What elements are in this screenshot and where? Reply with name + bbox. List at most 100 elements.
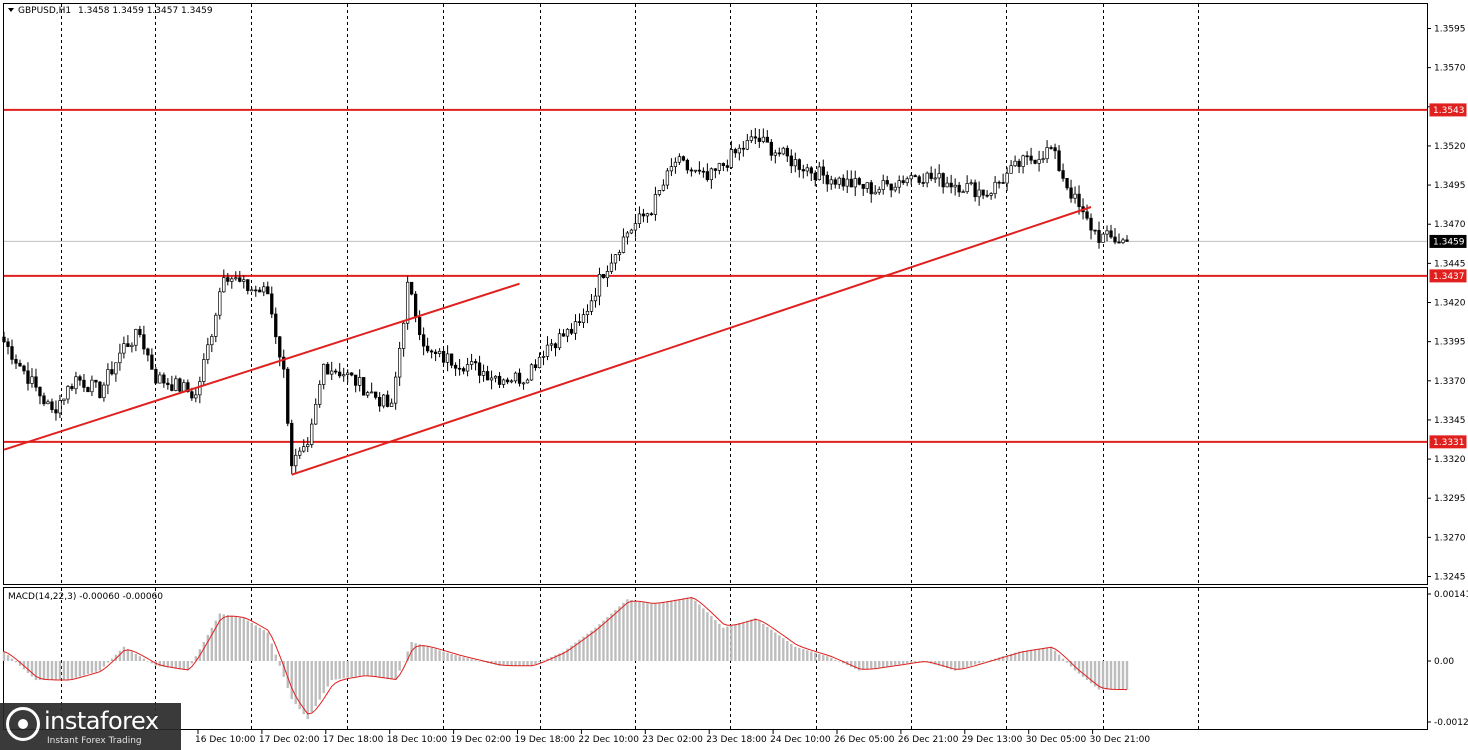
candle	[513, 371, 518, 384]
macd-bar	[10, 658, 14, 661]
candle	[1125, 235, 1129, 242]
candle	[1001, 173, 1005, 184]
macd-bar	[638, 601, 641, 661]
candle	[457, 359, 462, 376]
candle	[130, 342, 134, 353]
candle	[981, 189, 985, 200]
macd-bar	[30, 661, 34, 677]
macd-bar	[390, 661, 393, 680]
bear-candle-body	[689, 169, 694, 172]
bull-candle-body	[445, 353, 450, 363]
bull-candle-body	[605, 271, 610, 279]
macd-bar	[794, 646, 797, 661]
candle	[66, 384, 70, 404]
candle	[106, 363, 110, 395]
bear-candle-body	[861, 183, 865, 189]
bear-candle-body	[70, 386, 74, 390]
candle	[769, 139, 773, 161]
candle	[1005, 167, 1009, 191]
bull-candle-body	[977, 189, 981, 198]
candle	[282, 349, 286, 378]
candle	[166, 378, 170, 390]
candle	[873, 185, 877, 195]
candle	[326, 362, 330, 375]
bear-candle-body	[6, 341, 10, 347]
candle	[1021, 154, 1025, 174]
candle	[1073, 186, 1077, 204]
bull-candle-body	[206, 344, 210, 360]
candle	[78, 374, 82, 386]
macd-bar	[1069, 661, 1073, 667]
bear-candle-body	[2, 336, 6, 343]
bear-candle-body	[78, 376, 82, 381]
candle	[541, 350, 546, 366]
bull-candle-body	[509, 380, 514, 383]
macd-bar	[394, 661, 397, 681]
bull-candle-body	[489, 377, 494, 381]
macd-bar	[206, 634, 210, 661]
time-tick-label: 24 Dec 10:00	[770, 735, 831, 745]
bear-candle-body	[649, 213, 654, 216]
macd-bar	[450, 653, 453, 661]
candle	[493, 375, 498, 383]
candle	[529, 363, 534, 381]
symbol-dropdown-icon[interactable]	[8, 8, 14, 12]
macd-bar	[666, 601, 669, 661]
bull-candle-body	[793, 159, 797, 167]
candle	[1089, 213, 1093, 240]
macd-bar	[1009, 653, 1013, 661]
bull-candle-body	[222, 277, 226, 293]
candle	[925, 171, 929, 188]
bear-candle-body	[949, 182, 953, 188]
bull-candle-body	[961, 191, 965, 194]
candle	[170, 375, 174, 392]
macd-bar	[1037, 648, 1041, 661]
candle	[1009, 160, 1013, 174]
bear-candle-body	[86, 387, 90, 393]
candle	[473, 358, 478, 371]
candle	[921, 173, 925, 188]
macd-bar	[234, 616, 237, 661]
macd-bar	[949, 661, 953, 670]
macd-bar	[538, 661, 541, 663]
candle	[489, 370, 494, 390]
macd-bar	[78, 661, 82, 677]
trendline	[3, 282, 520, 451]
macd-bar	[54, 661, 58, 681]
candle	[485, 365, 490, 381]
bear-candle-body	[1061, 170, 1065, 179]
candle	[845, 170, 849, 194]
candle	[917, 174, 921, 186]
bull-candle-body	[394, 376, 398, 404]
candle	[238, 270, 242, 283]
bull-candle-body	[1105, 230, 1109, 235]
bear-candle-body	[681, 156, 686, 161]
macd-bar	[298, 661, 301, 710]
bear-candle-body	[997, 181, 1001, 184]
bull-candle-body	[1121, 239, 1125, 244]
macd-bar	[518, 661, 521, 666]
bear-candle-body	[821, 166, 825, 176]
bear-candle-body	[569, 328, 574, 334]
candle	[957, 181, 961, 197]
bull-candle-body	[989, 193, 993, 196]
candle	[158, 371, 162, 384]
macd-bar	[438, 650, 441, 661]
macd-bar	[750, 619, 753, 661]
bear-candle-body	[833, 179, 837, 185]
level-price-tag-box	[1429, 435, 1467, 449]
macd-bar	[778, 635, 781, 661]
macd-bar	[734, 624, 737, 661]
bull-candle-body	[242, 279, 246, 282]
macd-bar	[941, 661, 945, 667]
candle	[90, 375, 94, 397]
candle	[869, 179, 873, 203]
macd-bar	[190, 661, 194, 664]
candle	[745, 133, 749, 151]
candle	[709, 167, 714, 189]
macd-bar	[989, 659, 993, 661]
macd-bar	[642, 602, 645, 661]
bear-candle-body	[433, 351, 438, 354]
macd-bar	[458, 656, 461, 661]
